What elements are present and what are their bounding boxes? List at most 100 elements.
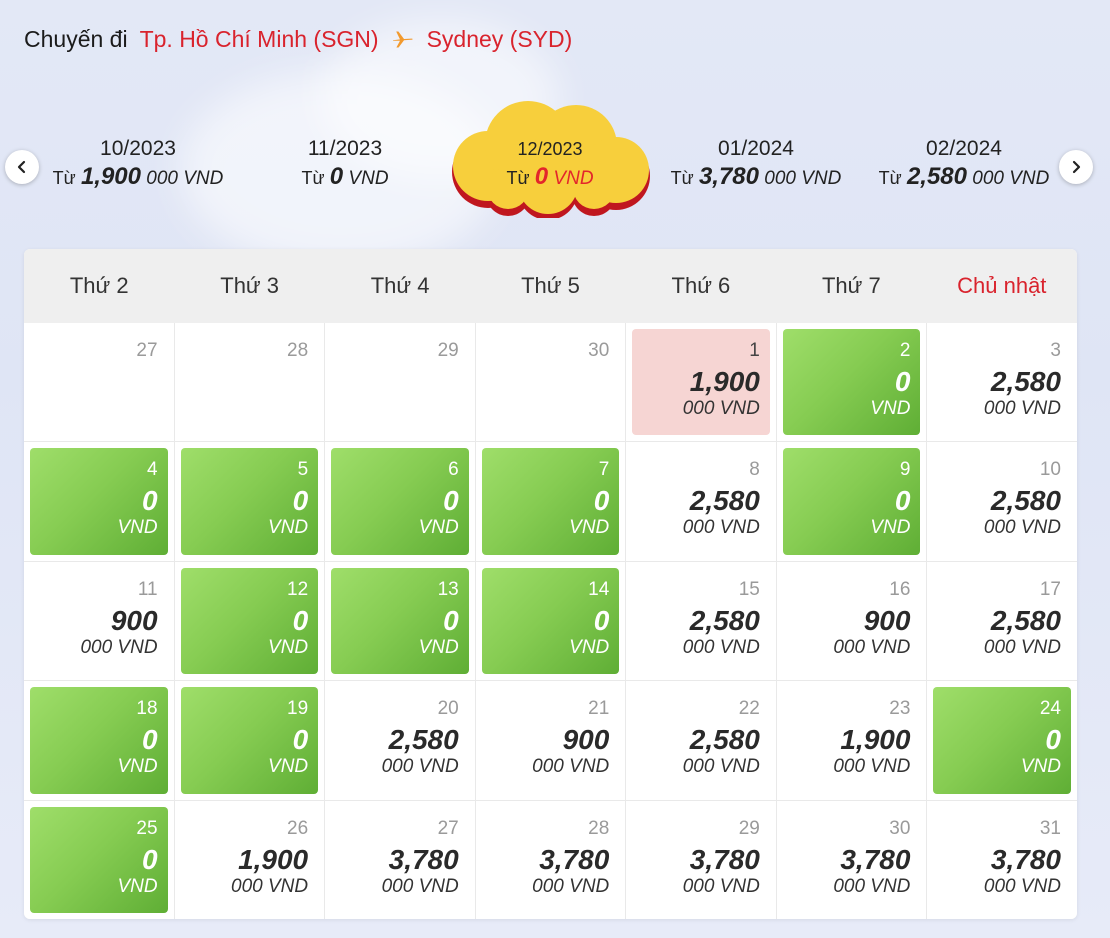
day-number: 29 bbox=[738, 817, 760, 839]
weekday-label: Thứ 7 bbox=[821, 273, 881, 298]
day-box: 20 2,580 000 VND bbox=[331, 687, 469, 793]
calendar-day[interactable]: 24 0 VND bbox=[927, 681, 1077, 800]
day-price-unit: 000 VND bbox=[833, 756, 911, 778]
calendar-day[interactable]: 4 0 VND bbox=[24, 442, 174, 561]
calendar-day[interactable]: 23 1,900 000 VND bbox=[776, 681, 927, 800]
day-price: 0 bbox=[593, 604, 610, 636]
calendar-day[interactable]: 17 2,580 000 VND bbox=[927, 561, 1077, 681]
day-box: 1 1,900 000 VND bbox=[632, 329, 770, 436]
next-month-button[interactable] bbox=[1059, 150, 1093, 184]
day-price: 0 bbox=[292, 604, 309, 636]
day-price-unit: 000 VND bbox=[833, 636, 911, 658]
calendar-day[interactable]: 6 0 VND bbox=[325, 442, 475, 561]
calendar-day[interactable]: 1 1,900 000 VND bbox=[626, 323, 776, 442]
month-option[interactable]: 11/2023 Từ 0 VND bbox=[245, 136, 445, 194]
calendar-day[interactable]: 30 3,780 000 VND bbox=[776, 800, 927, 919]
day-box: 23 1,900 000 VND bbox=[783, 687, 921, 793]
day-price-unit: 000 VND bbox=[983, 875, 1061, 897]
month-option[interactable]: 10/2023 Từ 1,900 000 VND bbox=[38, 136, 238, 194]
day-price-unit: 000 VND bbox=[983, 636, 1061, 658]
day-price: 3,780 bbox=[539, 843, 610, 875]
day-price-unit: VND bbox=[418, 517, 459, 539]
day-number: 3 bbox=[1050, 340, 1061, 361]
weekday-label: Thứ 2 bbox=[69, 273, 129, 298]
calendar-day[interactable]: 25 0 VND bbox=[24, 800, 174, 919]
calendar-day[interactable]: 15 2,580 000 VND bbox=[626, 561, 776, 681]
day-number: 11 bbox=[137, 578, 158, 600]
day-box: 6 0 VND bbox=[331, 448, 469, 555]
day-price: 0 bbox=[292, 724, 309, 756]
day-price-unit: VND bbox=[268, 756, 309, 778]
day-number: 20 bbox=[437, 698, 459, 720]
day-number: 26 bbox=[287, 817, 309, 839]
calendar-day[interactable]: 2 0 VND bbox=[776, 323, 927, 442]
calendar-day[interactable]: 5 0 VND bbox=[174, 442, 325, 561]
calendar-day[interactable]: 19 0 VND bbox=[174, 681, 325, 800]
calendar-day[interactable]: 29 3,780 000 VND bbox=[626, 800, 776, 919]
month-price: Từ 2,580 000 VND bbox=[878, 163, 1050, 190]
month-name: 10/2023 bbox=[100, 137, 176, 160]
calendar-day[interactable]: 10 2,580 000 VND bbox=[927, 442, 1077, 561]
day-box: 30 bbox=[482, 329, 620, 435]
day-box: 10 2,580 000 VND bbox=[933, 448, 1071, 554]
day-price-unit: 000 VND bbox=[231, 875, 309, 897]
day-number: 10 bbox=[1039, 459, 1061, 481]
day-price: 0 bbox=[141, 843, 158, 875]
day-box: 2 0 VND bbox=[782, 329, 921, 436]
day-box: 13 0 VND bbox=[331, 567, 469, 675]
day-price: 0 bbox=[894, 485, 911, 517]
calendar-day[interactable]: 8 2,580 000 VND bbox=[626, 442, 776, 561]
month-name: 02/2024 bbox=[926, 137, 1002, 160]
month-option-active[interactable]: 12/2023 Từ 0 VND bbox=[450, 136, 650, 194]
weekday-label-sunday: Chủ nhật bbox=[957, 273, 1047, 298]
calendar-day[interactable]: 11 900 000 VND bbox=[24, 561, 174, 681]
day-number: 27 bbox=[437, 817, 459, 839]
day-number: 30 bbox=[889, 817, 911, 839]
calendar-day[interactable]: 20 2,580 000 VND bbox=[325, 681, 475, 800]
day-price: 0 bbox=[141, 485, 158, 517]
day-price-unit: VND bbox=[117, 875, 158, 897]
day-price: 0 bbox=[443, 604, 459, 636]
calendar-day[interactable]: 22 2,580 000 VND bbox=[626, 681, 776, 800]
day-number: 31 bbox=[1039, 817, 1061, 839]
day-price-unit: VND bbox=[117, 517, 158, 539]
day-number: 29 bbox=[437, 340, 459, 361]
prev-month-button[interactable] bbox=[5, 150, 39, 184]
calendar-day[interactable]: 26 1,900 000 VND bbox=[174, 800, 325, 919]
day-number: 2 bbox=[899, 340, 911, 361]
day-price: 2,580 bbox=[689, 724, 760, 756]
day-price: 1,900 bbox=[689, 366, 760, 397]
day-number: 12 bbox=[287, 578, 309, 600]
day-price-unit: 000 VND bbox=[80, 636, 158, 658]
day-box: 22 2,580 000 VND bbox=[632, 687, 770, 793]
calendar-day[interactable]: 7 0 VND bbox=[475, 442, 626, 561]
day-number: 7 bbox=[598, 459, 610, 481]
day-price: 900 bbox=[863, 604, 911, 636]
calendar-day[interactable]: 16 900 000 VND bbox=[776, 561, 927, 681]
calendar-day[interactable]: 3 2,580 000 VND bbox=[927, 323, 1077, 442]
calendar-day[interactable]: 31 3,780 000 VND bbox=[927, 800, 1077, 919]
day-box: 29 3,780 000 VND bbox=[632, 807, 770, 913]
day-number: 17 bbox=[1039, 578, 1061, 600]
calendar-day[interactable]: 28 3,780 000 VND bbox=[475, 800, 626, 919]
day-price-unit: 000 VND bbox=[682, 875, 760, 897]
day-price-unit: VND bbox=[117, 756, 158, 778]
day-number: 9 bbox=[899, 459, 911, 481]
day-box: 27 3,780 000 VND bbox=[331, 807, 469, 913]
calendar-day[interactable]: 21 900 000 VND bbox=[475, 681, 626, 800]
month-price: Từ 1,900 000 VND bbox=[52, 163, 224, 190]
month-option[interactable]: 02/2024 Từ 2,580 000 VND bbox=[864, 136, 1064, 194]
fare-calendar: Thứ 2 Thứ 3 Thứ 4 Thứ 5 Thứ 6 Thứ 7 Chủ … bbox=[24, 249, 1077, 919]
calendar-day[interactable]: 14 0 VND bbox=[475, 561, 626, 681]
day-price: 900 bbox=[562, 724, 610, 756]
calendar-day[interactable]: 12 0 VND bbox=[174, 561, 325, 681]
route-header: Chuyến đi Tp. Hồ Chí Minh (SGN) Sydney (… bbox=[24, 22, 572, 56]
day-box: 26 1,900 000 VND bbox=[181, 807, 319, 913]
calendar-day[interactable]: 27 3,780 000 VND bbox=[325, 800, 475, 919]
calendar-day[interactable]: 18 0 VND bbox=[24, 681, 174, 800]
destination-city: Sydney (SYD) bbox=[426, 25, 573, 52]
day-box: 21 900 000 VND bbox=[482, 687, 620, 793]
calendar-day[interactable]: 9 0 VND bbox=[776, 442, 927, 561]
month-option[interactable]: 01/2024 Từ 3,780 000 VND bbox=[656, 136, 856, 194]
calendar-day[interactable]: 13 0 VND bbox=[325, 561, 475, 681]
